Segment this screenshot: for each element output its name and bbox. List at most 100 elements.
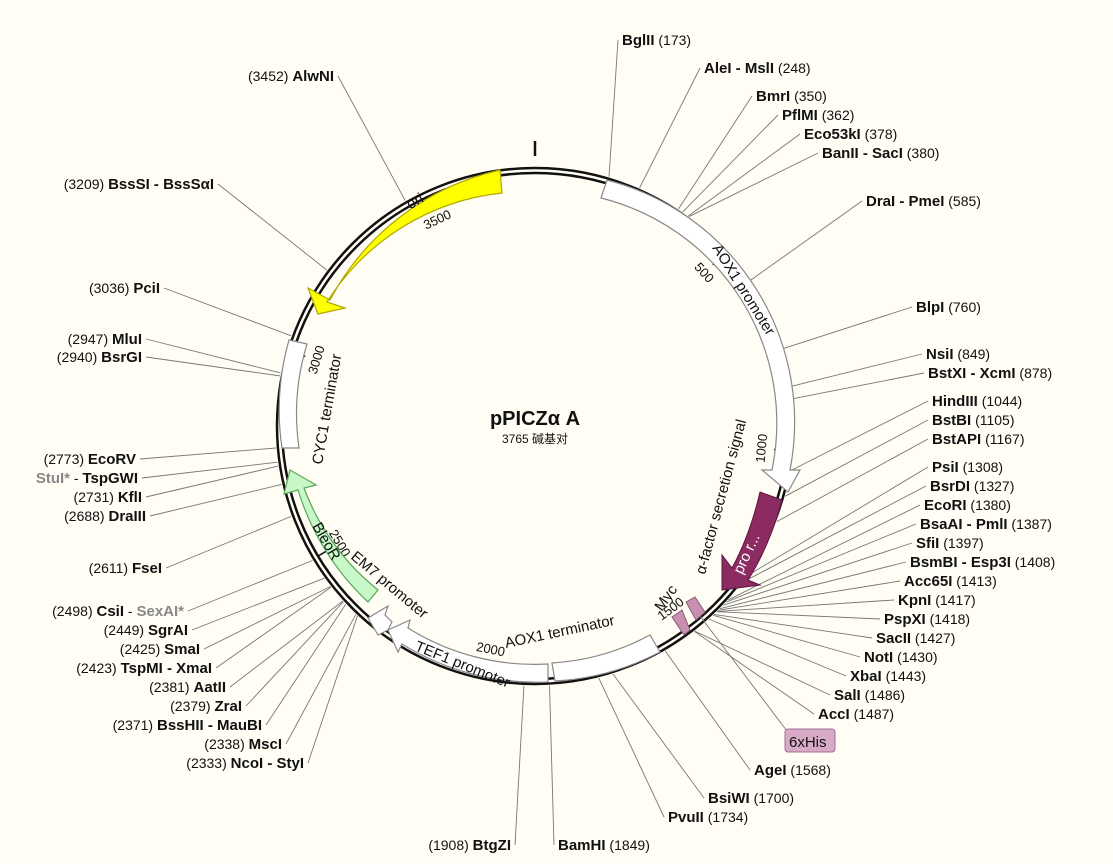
restriction-site-label[interactable]: (3209) BssSI - BssSαI	[64, 176, 214, 193]
his-tag-callout[interactable]: 6xHis	[699, 615, 836, 753]
restriction-site-label[interactable]: (2381) AatII	[149, 679, 226, 696]
plasmid-length: 3765 碱基对	[502, 432, 568, 446]
site-leader-line	[549, 685, 555, 846]
aox1-terminator-box[interactable]	[551, 634, 661, 682]
site-leader-line	[791, 353, 923, 387]
site-leader-line	[694, 630, 831, 696]
restriction-site-label[interactable]: PsiI (1308)	[932, 459, 1003, 476]
site-leader-line	[141, 461, 278, 479]
myc-arrow-1[interactable]	[671, 609, 691, 636]
restriction-site-label[interactable]: NotI (1430)	[864, 649, 938, 666]
restriction-site-label[interactable]: PspXI (1418)	[884, 611, 970, 628]
restriction-site-label[interactable]: AgeI (1568)	[754, 762, 831, 779]
site-leader-line	[514, 685, 525, 846]
site-leader-line	[608, 39, 619, 177]
tick-label: 3000	[305, 344, 328, 376]
site-leader-line	[694, 631, 815, 715]
restriction-site-label[interactable]: PvuII (1734)	[668, 809, 748, 826]
site-leader-line	[718, 580, 901, 611]
feature-ori[interactable]: ori	[306, 169, 503, 315]
feature-aox1-promoter[interactable]: AOX1 promoter	[600, 179, 802, 493]
restriction-site-label[interactable]: (2425) SmaI	[120, 641, 200, 658]
pro-region-arrow[interactable]	[721, 491, 783, 591]
restriction-site-label[interactable]: BstXI - XcmI (878)	[928, 365, 1052, 382]
restriction-site-label[interactable]: (3452) AlwNI	[248, 68, 334, 85]
restriction-site-label[interactable]: StuI* - TspGWI	[36, 470, 138, 487]
restriction-site-label[interactable]: DraI - PmeI (585)	[866, 193, 981, 210]
his-tag-box[interactable]	[784, 728, 836, 753]
restriction-site-label[interactable]: (2498) CsiI - SexAI*	[52, 603, 184, 620]
site-leader-line	[229, 600, 344, 688]
site-leader-line	[682, 114, 779, 213]
restriction-site-label[interactable]: HindIII (1044)	[932, 393, 1022, 410]
site-leader-line	[664, 650, 751, 771]
restriction-site-label[interactable]: PflMI (362)	[782, 107, 854, 124]
site-leader-line	[187, 560, 313, 612]
restriction-site-label[interactable]: (3036) PciI	[89, 280, 160, 297]
site-leader-line	[750, 200, 863, 281]
restriction-site-label[interactable]: (2688) DraIII	[64, 508, 146, 525]
restriction-site-label[interactable]: (2379) ZraI	[170, 698, 242, 715]
site-leader-line	[793, 372, 925, 400]
site-leader-line	[776, 438, 929, 523]
restriction-site-label[interactable]: BstBI (1105)	[932, 412, 1015, 429]
restriction-site-label[interactable]: BmrI (350)	[756, 88, 827, 105]
restriction-site-label[interactable]: (2773) EcoRV	[44, 451, 136, 468]
site-leader-line	[149, 483, 282, 517]
restriction-site-label[interactable]: (2731) KflI	[73, 489, 142, 506]
restriction-site-label[interactable]: (2338) MscI	[204, 736, 282, 753]
myc-arrow-2[interactable]	[685, 596, 706, 621]
site-leader-line	[688, 152, 819, 217]
restriction-site-label[interactable]: BsmBI - Esp3I (1408)	[910, 554, 1055, 571]
site-leader-line	[639, 67, 701, 189]
site-leader-line	[714, 613, 873, 639]
restriction-site-labels: BglII (173) AleI - MslI (248) BmrI (350) Pf…	[36, 32, 1055, 854]
restriction-site-label[interactable]: (2423) TspMI - XmaI	[76, 660, 212, 677]
tick-label: 1000	[753, 433, 771, 463]
restriction-site-label[interactable]: (2449) SgrAI	[104, 622, 188, 639]
restriction-site-label[interactable]: (1908) BtgZI	[428, 837, 511, 854]
em7-promoter-arrow[interactable]	[367, 604, 393, 636]
site-leader-line	[265, 604, 347, 726]
restriction-site-label[interactable]: BlpI (760)	[916, 299, 981, 316]
bleor-arrow[interactable]	[283, 469, 379, 603]
restriction-site-label[interactable]: AccI (1487)	[818, 706, 894, 723]
restriction-site-label[interactable]: Acc65I (1413)	[904, 573, 997, 590]
aox1-terminator-label: AOX1 terminator	[503, 612, 616, 652]
ori-arrow[interactable]	[306, 169, 503, 315]
cyc1-terminator-box[interactable]	[278, 339, 308, 449]
restriction-site-label[interactable]: EcoRI (1380)	[924, 497, 1011, 514]
aox1-promoter-arrow[interactable]	[600, 179, 802, 493]
restriction-site-label[interactable]: BsiWI (1700)	[708, 790, 794, 807]
site-leader-line	[307, 615, 358, 764]
tef1-promoter-arrow[interactable]	[387, 618, 549, 683]
site-leader-line	[726, 523, 917, 603]
restriction-site-label[interactable]: BamHI (1849)	[558, 837, 650, 854]
restriction-site-label[interactable]: BanII - SacI (380)	[822, 145, 939, 162]
restriction-site-label[interactable]: BstAPI (1167)	[932, 431, 1025, 448]
restriction-site-label[interactable]: SacII (1427)	[876, 630, 955, 647]
restriction-site-label[interactable]: (2940) BsrGI	[57, 349, 142, 366]
restriction-site-label[interactable]: (2333) NcoI - StyI	[186, 755, 304, 772]
plasmid-name: pPICZα A	[490, 408, 580, 430]
site-leader-line	[708, 618, 847, 677]
site-leader-line	[165, 515, 292, 569]
restriction-site-label[interactable]: (2371) BssHII - MauBI	[113, 717, 262, 734]
restriction-site-label[interactable]: BsrDI (1327)	[930, 478, 1014, 495]
restriction-site-label[interactable]: SalI (1486)	[834, 687, 905, 704]
site-leader-line	[145, 338, 281, 374]
aox1-promoter-label: AOX1 promoter	[709, 241, 779, 338]
restriction-site-label[interactable]: (2611) FseI	[89, 560, 162, 577]
restriction-site-label[interactable]: Eco53kI (378)	[804, 126, 897, 143]
feature-pro-region[interactable]: pro r...	[721, 491, 783, 591]
site-leader-line	[717, 599, 895, 612]
site-leader-line	[612, 673, 705, 799]
restriction-site-label[interactable]: (2947) MluI	[68, 331, 142, 348]
restriction-site-label[interactable]: NsiI (849)	[926, 346, 990, 363]
restriction-site-label[interactable]: AleI - MslI (248)	[704, 60, 811, 77]
restriction-site-label[interactable]: SfiI (1397)	[916, 535, 984, 552]
restriction-site-label[interactable]: BsaAI - PmlI (1387)	[920, 516, 1052, 533]
restriction-site-label[interactable]: XbaI (1443)	[850, 668, 926, 685]
restriction-site-label[interactable]: BglII (173)	[622, 32, 691, 49]
restriction-site-label[interactable]: KpnI (1417)	[898, 592, 976, 609]
